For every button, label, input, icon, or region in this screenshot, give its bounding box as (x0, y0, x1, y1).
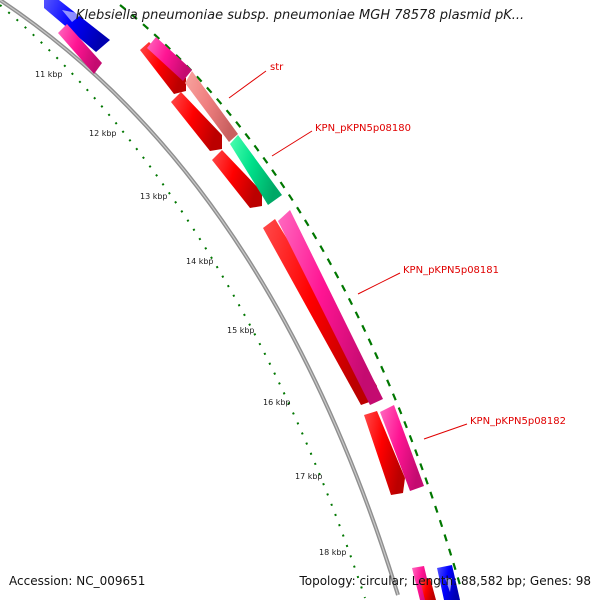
tick-label-15kbp: 15 kbp (227, 326, 255, 335)
tick-label-12kbp: 12 kbp (89, 129, 117, 138)
magenta-gene-top-left (58, 24, 102, 74)
cds-arrow-5 (364, 411, 405, 495)
accession-label: Accession: (9, 574, 73, 588)
label-connector-kpn08182 (423, 423, 468, 440)
gene-label-kpn08182: KPN_pKPN5p08182 (470, 416, 566, 427)
tick-label-11kbp: 11 kbp (35, 70, 63, 79)
genes-label: Genes: (529, 574, 572, 588)
genome-stats: Topology: circular; Length: 88,582 bp; G… (299, 574, 591, 588)
genes-value: 98 (575, 574, 591, 588)
cds-arrow-1 (140, 42, 186, 94)
magenta-gene-1 (147, 37, 192, 81)
topology-value: circular (359, 574, 404, 588)
length-value: 88,582 bp (461, 574, 523, 588)
cds-arrow-2 (171, 92, 222, 151)
gene-label-kpn08180: KPN_pKPN5p08180 (315, 123, 411, 134)
gene-label-kpn08181: KPN_pKPN5p08181 (403, 265, 499, 276)
accession-value: NC_009651 (76, 574, 146, 588)
genome-backbone-highlight (0, 0, 399, 596)
label-connector-kpn08180 (271, 130, 313, 157)
accession-info: Accession: NC_009651 (9, 574, 145, 588)
blue-gene-top-left (44, 0, 110, 52)
tick-label-18kbp: 18 kbp (319, 548, 347, 557)
label-connector-kpn08181 (357, 272, 401, 295)
cds-arrow-3 (212, 150, 262, 208)
gene-kpn-pkpn5p08181 (278, 210, 383, 405)
gene-label-str: str (270, 62, 284, 73)
tick-label-13kbp: 13 kbp (140, 192, 168, 201)
gene-str (185, 71, 238, 142)
map-title: Klebsiella pneumoniae subsp. pneumoniae … (75, 8, 525, 23)
label-connector-str (228, 70, 267, 99)
tick-label-17kbp: 17 kbp (295, 472, 323, 481)
red-gene-bottom (420, 578, 436, 600)
length-label: Length: (411, 574, 458, 588)
outer-tick-ring (119, 4, 464, 593)
gene-kpn-pkpn5p08180 (230, 135, 282, 205)
inner-scale-ring (0, 4, 366, 599)
topology-label: Topology: (299, 574, 356, 588)
tick-label-16kbp: 16 kbp (263, 398, 291, 407)
gene-kpn-pkpn5p08182 (380, 405, 424, 491)
blue-gene-top-left-light (62, 10, 82, 22)
tick-label-14kbp: 14 kbp (186, 257, 214, 266)
blue-gene-bottom-right-light (445, 578, 452, 592)
